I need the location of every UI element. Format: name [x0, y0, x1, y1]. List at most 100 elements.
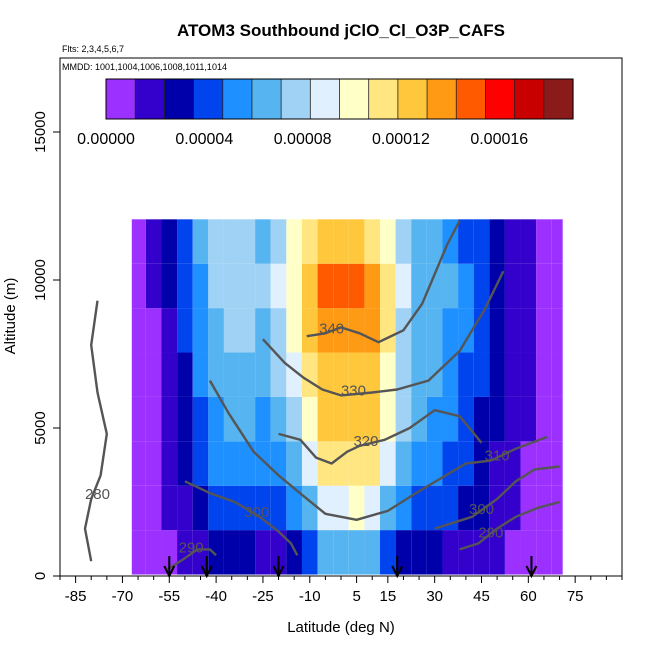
colorbar-segment	[193, 79, 224, 119]
heat-cell	[411, 219, 427, 264]
colorbar-tick-label: 0.00008	[274, 131, 332, 148]
heat-cell	[504, 396, 521, 442]
heat-cell	[551, 485, 563, 531]
heat-cell	[364, 530, 381, 575]
heat-cell	[364, 485, 381, 531]
contour-label: 300	[244, 504, 269, 521]
heat-cell	[223, 308, 240, 353]
colorbar-segment	[222, 79, 253, 119]
y-tick-label: 0	[32, 572, 49, 580]
x-tick-label: 15	[379, 588, 396, 605]
heat-cell	[473, 219, 490, 264]
heat-cell	[504, 530, 521, 575]
heat-cell	[520, 352, 537, 397]
x-tick-label: -25	[252, 588, 274, 605]
heat-cell	[520, 219, 537, 264]
heat-cell	[177, 352, 193, 397]
colorbar-segment	[106, 79, 136, 119]
heat-cell	[380, 352, 396, 397]
x-tick-label: 60	[520, 588, 537, 605]
y-tick-label: 5000	[32, 411, 49, 444]
x-tick-label: -70	[112, 588, 134, 605]
colorbar-segment	[456, 79, 487, 119]
contour-label: 330	[341, 382, 366, 399]
heat-cell	[458, 308, 474, 353]
colorbar: 0.00000 0.00004 0.00008 0.00012 0.00016	[77, 78, 574, 148]
heat-cell	[239, 396, 256, 442]
heat-cell	[458, 352, 474, 397]
heat-cell	[270, 263, 287, 309]
heat-cell	[520, 308, 537, 353]
heat-cell	[536, 263, 552, 309]
heat-cell	[145, 396, 162, 442]
heat-cell	[131, 530, 146, 575]
heat-cell	[364, 219, 381, 264]
heat-cell	[473, 263, 490, 309]
colorbar-segment	[164, 79, 195, 119]
heat-cell	[504, 485, 521, 531]
x-tick-label: 75	[567, 588, 584, 605]
heat-cell	[270, 352, 287, 397]
heat-cell	[208, 308, 224, 353]
heat-cell	[551, 219, 563, 264]
heat-cell	[536, 530, 552, 575]
heat-cell	[489, 219, 505, 264]
heat-cell	[286, 308, 302, 353]
heat-cell	[473, 352, 490, 397]
heat-cell	[551, 308, 563, 353]
heat-cell	[161, 530, 178, 575]
heat-cell	[239, 219, 256, 264]
heat-cell	[223, 485, 240, 531]
heat-cell	[255, 530, 271, 575]
y-axis-label: Altitude (m)	[2, 278, 19, 355]
heat-cell	[208, 441, 224, 486]
heat-cell	[145, 352, 162, 397]
heat-cell	[131, 485, 146, 531]
contour-line	[184, 480, 299, 556]
heat-cell	[192, 485, 209, 531]
heat-cell	[380, 441, 396, 486]
heat-cell	[145, 441, 162, 486]
heat-cell	[489, 352, 505, 397]
heat-cell	[255, 485, 271, 531]
heat-cell	[473, 530, 490, 575]
heat-cell	[473, 396, 490, 442]
contour-line	[262, 270, 505, 397]
chart-title: ATOM3 Southbound jClO_Cl_O3P_CAFS	[177, 21, 505, 40]
heat-cell	[301, 485, 318, 531]
heat-cell	[177, 396, 193, 442]
heat-cell	[301, 396, 318, 442]
heat-cell	[301, 352, 318, 397]
heat-cell	[317, 485, 334, 531]
x-tick-label: 45	[473, 588, 490, 605]
heat-cell	[348, 441, 365, 486]
colorbar-segment	[368, 79, 399, 119]
heat-cell	[520, 441, 537, 486]
heat-cell	[348, 396, 365, 442]
contour-label: 340	[319, 320, 344, 337]
heat-cell	[333, 352, 349, 397]
heat-cell	[395, 441, 412, 486]
heat-cell	[192, 530, 209, 575]
heat-cell	[301, 263, 318, 309]
heat-cell	[520, 396, 537, 442]
heat-cell	[536, 308, 552, 353]
heat-cell	[239, 352, 256, 397]
heat-cell	[192, 441, 209, 486]
heat-cell	[426, 485, 443, 531]
x-tick-label: -55	[158, 588, 180, 605]
heat-cell	[395, 219, 412, 264]
heat-cell	[458, 396, 474, 442]
contour-label: 320	[353, 433, 378, 450]
heat-cell	[380, 485, 396, 531]
heat-cell	[411, 441, 427, 486]
heat-cell	[442, 308, 459, 353]
heat-cell	[333, 308, 349, 353]
heat-cell	[317, 530, 334, 575]
heat-cell	[255, 396, 271, 442]
contour-label: 280	[85, 486, 110, 503]
heat-cell	[145, 485, 162, 531]
colorbar-segment	[514, 79, 545, 119]
heat-cell	[520, 485, 537, 531]
heat-cell	[364, 263, 381, 309]
